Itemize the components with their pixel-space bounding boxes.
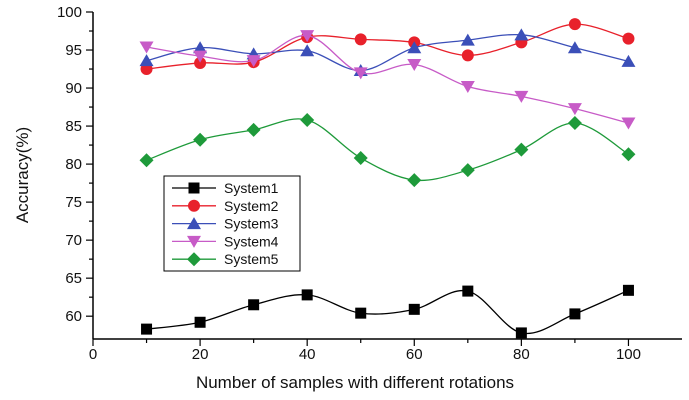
legend-marker bbox=[187, 235, 201, 248]
data-point bbox=[139, 54, 154, 67]
legend-label: System5 bbox=[224, 251, 279, 267]
legend-label: System4 bbox=[224, 233, 279, 249]
data-point bbox=[248, 299, 260, 311]
legend-item: System2 bbox=[172, 198, 279, 214]
data-point bbox=[460, 81, 475, 94]
y-tick-label: 65 bbox=[65, 270, 82, 287]
x-tick-label: 0 bbox=[89, 346, 97, 363]
legend-item: System1 bbox=[172, 180, 279, 196]
data-point bbox=[139, 153, 154, 168]
x-axis-title: Number of samples with different rotatio… bbox=[196, 373, 514, 392]
plot-area bbox=[139, 18, 636, 339]
y-tick-label: 75 bbox=[65, 194, 82, 211]
data-point bbox=[407, 41, 422, 54]
legend-label: System2 bbox=[224, 198, 279, 214]
y-tick-label: 100 bbox=[57, 4, 82, 21]
data-point bbox=[621, 117, 636, 130]
series-line bbox=[146, 23, 629, 70]
y-tick-label: 95 bbox=[65, 42, 82, 59]
data-point bbox=[407, 58, 422, 71]
series-line bbox=[146, 34, 629, 124]
series-line bbox=[146, 118, 629, 182]
legend-marker bbox=[188, 182, 200, 194]
x-tick-label: 40 bbox=[299, 346, 316, 363]
y-tick-label: 85 bbox=[65, 118, 82, 135]
data-point bbox=[407, 173, 422, 188]
data-point bbox=[567, 103, 582, 116]
data-point bbox=[408, 303, 420, 315]
x-tick-label: 60 bbox=[406, 346, 423, 363]
data-point bbox=[193, 50, 208, 63]
data-point bbox=[193, 132, 208, 147]
series-system5 bbox=[139, 112, 636, 188]
data-point bbox=[621, 147, 636, 162]
x-tick-label: 20 bbox=[192, 346, 209, 363]
data-point bbox=[622, 32, 635, 45]
data-point bbox=[300, 112, 315, 127]
legend-marker bbox=[187, 252, 201, 267]
legend-item: System5 bbox=[172, 251, 279, 267]
data-point bbox=[462, 285, 474, 297]
series-system2 bbox=[140, 18, 635, 76]
data-point bbox=[461, 49, 474, 62]
series-line bbox=[146, 33, 629, 72]
data-point bbox=[353, 151, 368, 166]
data-point bbox=[514, 90, 529, 103]
series-system4 bbox=[139, 30, 636, 130]
data-point bbox=[139, 41, 154, 54]
data-point bbox=[460, 163, 475, 178]
data-point bbox=[246, 122, 261, 137]
data-point bbox=[354, 33, 367, 46]
legend-item: System4 bbox=[172, 233, 279, 249]
data-point bbox=[193, 41, 208, 54]
legend-marker bbox=[188, 199, 200, 212]
data-point bbox=[514, 28, 529, 41]
series-system1 bbox=[141, 284, 634, 339]
legend-label: System3 bbox=[224, 216, 279, 232]
data-point bbox=[460, 33, 475, 46]
data-point bbox=[621, 54, 636, 67]
data-point bbox=[569, 308, 581, 320]
series-system3 bbox=[139, 28, 636, 77]
legend-label: System1 bbox=[224, 180, 279, 196]
data-point bbox=[622, 284, 634, 296]
axes: 0 20 40 60 80 100 60 65 70 75 80 85 90 95 100 bbox=[57, 4, 682, 363]
data-point bbox=[567, 41, 582, 54]
data-point bbox=[515, 327, 527, 339]
data-point bbox=[514, 142, 529, 157]
y-axis-title: Accuracy(%) bbox=[13, 127, 32, 223]
data-point bbox=[568, 18, 581, 31]
data-point bbox=[353, 67, 368, 80]
data-point bbox=[300, 30, 315, 43]
data-point bbox=[301, 289, 313, 301]
data-point bbox=[300, 44, 315, 57]
y-tick-label: 70 bbox=[65, 232, 82, 249]
data-point bbox=[194, 56, 207, 69]
y-tick-label: 60 bbox=[65, 308, 82, 325]
data-point bbox=[194, 316, 206, 328]
data-point bbox=[246, 55, 261, 68]
data-point bbox=[567, 116, 582, 131]
x-tick-label: 100 bbox=[616, 346, 641, 363]
legend-marker bbox=[187, 217, 201, 230]
series-line bbox=[146, 289, 629, 335]
legend-item: System3 bbox=[172, 216, 279, 232]
data-point bbox=[355, 307, 367, 319]
y-tick-label: 90 bbox=[65, 80, 82, 97]
data-point bbox=[141, 323, 153, 335]
x-tick-label: 80 bbox=[513, 346, 530, 363]
y-tick-label: 80 bbox=[65, 156, 82, 173]
